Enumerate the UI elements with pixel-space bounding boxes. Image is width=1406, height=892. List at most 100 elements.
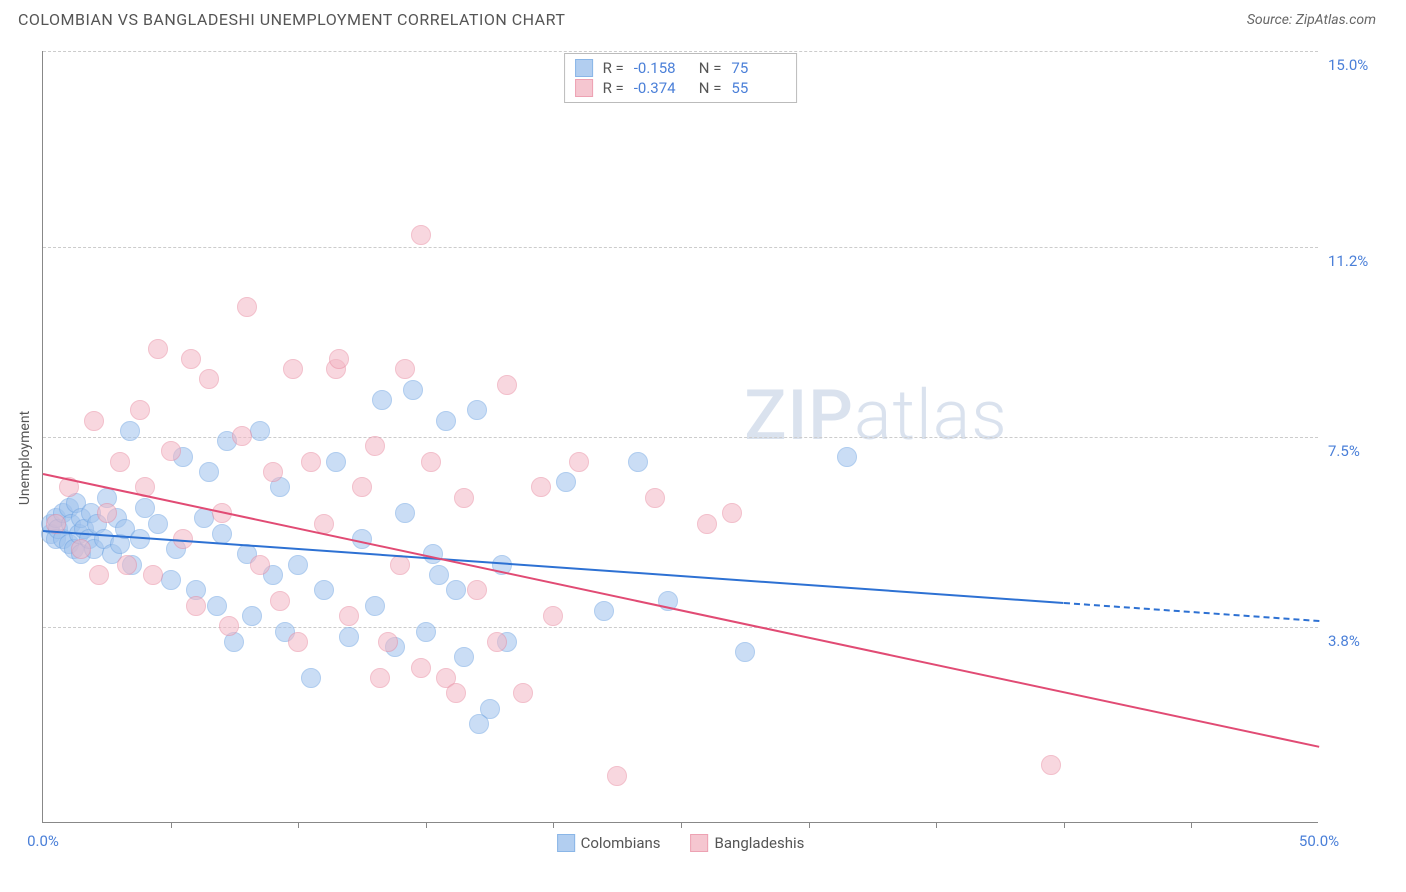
x-tick: [1191, 822, 1192, 828]
chart-header: COLOMBIAN VS BANGLADESHI UNEMPLOYMENT CO…: [0, 0, 1406, 33]
scatter-point-bangladeshis: [569, 452, 589, 472]
scatter-point-bangladeshis: [148, 339, 168, 359]
scatter-point-colombians: [199, 462, 219, 482]
scatter-point-bangladeshis: [288, 632, 308, 652]
scatter-point-bangladeshis: [421, 452, 441, 472]
scatter-point-colombians: [436, 411, 456, 431]
n-label: N =: [699, 59, 722, 77]
scatter-point-bangladeshis: [130, 400, 150, 420]
scatter-point-bangladeshis: [531, 477, 551, 497]
trendline: [43, 473, 1319, 748]
scatter-point-bangladeshis: [270, 591, 290, 611]
x-tick: [553, 822, 554, 828]
x-tick: [936, 822, 937, 828]
y-tick-label: 15.0%: [1328, 56, 1368, 74]
scatter-point-colombians: [628, 452, 648, 472]
scatter-point-colombians: [594, 601, 614, 621]
scatter-point-colombians: [403, 380, 423, 400]
n-value: 75: [731, 59, 786, 77]
scatter-point-bangladeshis: [219, 616, 239, 636]
trendline: [1064, 602, 1319, 622]
n-value: 55: [731, 79, 786, 97]
n-label: N =: [699, 79, 722, 97]
x-tick-label: 50.0%: [1299, 832, 1339, 850]
scatter-point-colombians: [467, 400, 487, 420]
scatter-point-colombians: [395, 503, 415, 523]
chart-container: Unemployment ZIPatlas 0.0%50.0%R = -0.15…: [0, 33, 1406, 883]
scatter-point-bangladeshis: [199, 369, 219, 389]
r-value: -0.158: [634, 59, 689, 77]
legend-swatch: [691, 834, 709, 852]
legend-item-colombians: Colombians: [557, 834, 661, 852]
scatter-point-bangladeshis: [117, 555, 137, 575]
scatter-point-colombians: [250, 421, 270, 441]
scatter-point-bangladeshis: [487, 632, 507, 652]
scatter-point-colombians: [454, 647, 474, 667]
r-label: R =: [603, 79, 624, 97]
scatter-point-bangladeshis: [411, 658, 431, 678]
scatter-point-bangladeshis: [378, 632, 398, 652]
scatter-point-colombians: [120, 421, 140, 441]
legend-stats-row: R = -0.158N = 75: [575, 58, 787, 78]
legend-swatch: [557, 834, 575, 852]
x-tick: [298, 822, 299, 828]
scatter-point-bangladeshis: [645, 488, 665, 508]
scatter-point-colombians: [429, 565, 449, 585]
scatter-point-colombians: [207, 596, 227, 616]
scatter-point-colombians: [326, 452, 346, 472]
x-tick: [1064, 822, 1065, 828]
scatter-point-bangladeshis: [1041, 755, 1061, 775]
scatter-point-colombians: [735, 642, 755, 662]
legend-bottom: Colombians Bangladeshis: [557, 834, 805, 852]
x-tick: [681, 822, 682, 828]
legend-stats-box: R = -0.158 N = 75R = -0.374 N = 55: [564, 53, 798, 103]
scatter-point-bangladeshis: [352, 477, 372, 497]
scatter-point-colombians: [339, 627, 359, 647]
scatter-point-bangladeshis: [513, 683, 533, 703]
r-value: -0.374: [634, 79, 689, 97]
y-tick-label: 7.5%: [1328, 442, 1360, 460]
scatter-point-colombians: [837, 447, 857, 467]
scatter-point-bangladeshis: [232, 426, 252, 446]
x-tick: [171, 822, 172, 828]
plot-area: ZIPatlas 0.0%50.0%R = -0.158N = 75R = -0…: [42, 51, 1318, 823]
scatter-point-bangladeshis: [301, 452, 321, 472]
scatter-point-colombians: [161, 570, 181, 590]
scatter-point-bangladeshis: [543, 606, 563, 626]
legend-stats-row: R = -0.374 N = 55: [575, 78, 787, 98]
scatter-point-bangladeshis: [339, 606, 359, 626]
scatter-point-bangladeshis: [395, 359, 415, 379]
scatter-point-bangladeshis: [365, 436, 385, 456]
x-tick: [426, 822, 427, 828]
scatter-point-bangladeshis: [161, 441, 181, 461]
scatter-point-bangladeshis: [497, 375, 517, 395]
scatter-point-bangladeshis: [454, 488, 474, 508]
y-axis-label: Unemployment: [17, 411, 33, 505]
scatter-point-colombians: [212, 524, 232, 544]
legend-label: Bangladeshis: [715, 834, 805, 852]
scatter-point-bangladeshis: [186, 596, 206, 616]
scatter-point-bangladeshis: [84, 411, 104, 431]
scatter-point-bangladeshis: [250, 555, 270, 575]
scatter-point-bangladeshis: [607, 766, 627, 786]
scatter-point-colombians: [148, 514, 168, 534]
scatter-point-colombians: [556, 472, 576, 492]
scatter-point-colombians: [288, 555, 308, 575]
scatter-point-bangladeshis: [283, 359, 303, 379]
scatter-point-bangladeshis: [329, 349, 349, 369]
scatter-point-bangladeshis: [411, 225, 431, 245]
scatter-point-bangladeshis: [71, 539, 91, 559]
scatter-point-bangladeshis: [697, 514, 717, 534]
y-tick-label: 3.8%: [1328, 632, 1360, 650]
x-tick-label: 0.0%: [27, 832, 59, 850]
scatter-point-colombians: [416, 622, 436, 642]
scatter-point-bangladeshis: [237, 297, 257, 317]
scatter-point-bangladeshis: [263, 462, 283, 482]
chart-title: COLOMBIAN VS BANGLADESHI UNEMPLOYMENT CO…: [18, 10, 565, 29]
scatter-point-bangladeshis: [143, 565, 163, 585]
scatter-point-colombians: [372, 390, 392, 410]
legend-label: Colombians: [581, 834, 661, 852]
legend-swatch: [575, 59, 593, 77]
scatter-point-bangladeshis: [446, 683, 466, 703]
legend-swatch: [575, 79, 593, 97]
